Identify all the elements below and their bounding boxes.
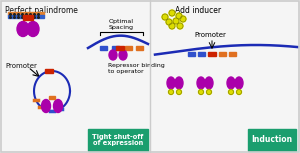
Text: Optimal
Spacing: Optimal Spacing [109,19,134,30]
Ellipse shape [176,13,182,19]
Bar [112,46,119,50]
Text: Add inducer: Add inducer [175,6,221,15]
Bar [188,52,195,56]
Text: Tight shut-off
of expression: Tight shut-off of expression [92,134,144,147]
Ellipse shape [53,99,62,112]
Ellipse shape [177,23,183,29]
Ellipse shape [227,77,235,89]
Ellipse shape [162,14,168,20]
Bar [45,69,53,73]
Ellipse shape [176,90,181,95]
Bar [8,12,44,15]
Bar [136,46,143,50]
Text: Repressor binding
to operator: Repressor binding to operator [108,63,165,74]
Ellipse shape [17,22,29,37]
Ellipse shape [173,18,179,24]
Bar [229,52,236,56]
Text: Promoter: Promoter [5,63,37,69]
Bar [49,96,55,99]
Ellipse shape [166,19,172,25]
Bar [125,46,132,50]
Bar [208,52,216,56]
Bar [88,129,148,151]
Ellipse shape [169,10,175,16]
Ellipse shape [229,90,233,95]
Ellipse shape [206,90,211,95]
Ellipse shape [199,90,203,95]
Ellipse shape [167,77,175,89]
Bar [8,15,44,18]
Ellipse shape [41,99,50,112]
Ellipse shape [180,16,186,22]
Bar [219,52,226,56]
Ellipse shape [236,90,242,95]
Text: Induction: Induction [251,136,292,144]
Ellipse shape [109,50,117,60]
Ellipse shape [197,77,205,89]
Bar [23,15,33,20]
Bar [100,46,107,50]
Text: Promoter: Promoter [194,32,226,38]
Ellipse shape [205,77,213,89]
Ellipse shape [169,23,175,29]
Bar [198,52,205,56]
Ellipse shape [119,50,127,60]
Ellipse shape [27,22,39,37]
Ellipse shape [169,90,173,95]
Ellipse shape [175,77,183,89]
Ellipse shape [235,77,243,89]
Bar [116,46,124,50]
Bar [248,129,296,151]
Text: Perfect palindrome: Perfect palindrome [5,6,78,15]
